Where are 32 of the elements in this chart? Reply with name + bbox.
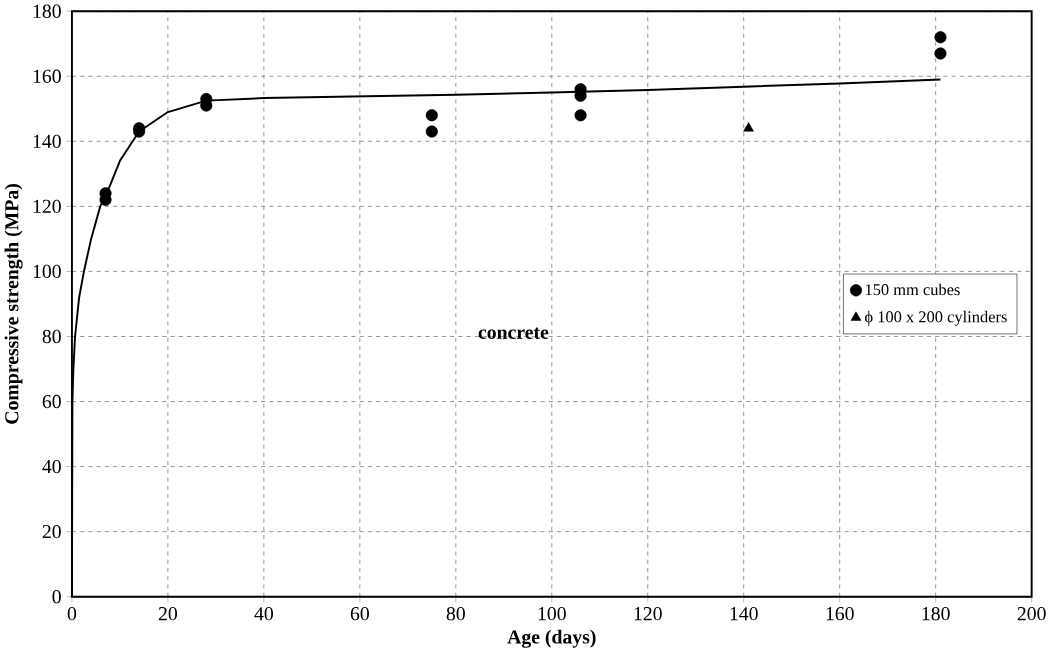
x-tick-label: 140 <box>730 606 758 621</box>
x-tick-label: 200 <box>1017 606 1046 621</box>
annotation: concrete <box>478 327 549 339</box>
y-tick-label: 40 <box>42 459 61 474</box>
point <box>574 109 587 122</box>
x-tick-label: 0 <box>67 606 77 621</box>
y-tick-label: 180 <box>33 4 61 18</box>
x-tick-label: 40 <box>254 606 273 621</box>
y-tick-label: 0 <box>52 589 61 604</box>
x-tick-label: 180 <box>922 606 950 621</box>
y-axis-title: Compressive strength (MPa) <box>4 183 23 424</box>
legend-label: ϕ 100 x 200 cylinders <box>865 310 1007 326</box>
point <box>425 109 438 122</box>
x-tick-label: 100 <box>538 606 566 621</box>
y-tick-label: 20 <box>42 524 61 539</box>
y-tick-label: 160 <box>33 69 61 83</box>
legend-label: 150 mm cubes <box>865 283 960 296</box>
x-tick-label: 60 <box>350 606 369 621</box>
point <box>743 122 754 132</box>
x-axis-title: Age (days) <box>507 629 596 648</box>
point <box>425 125 438 138</box>
x-tick-label: 20 <box>158 606 178 621</box>
x-tick-label: 120 <box>634 606 662 621</box>
y-tick-label: 60 <box>42 394 61 409</box>
y-tick-label: 120 <box>33 199 61 213</box>
point <box>934 47 947 60</box>
y-tick-label: 80 <box>42 329 61 343</box>
x-tick-label: 160 <box>826 606 854 621</box>
y-tick-label: 100 <box>33 264 61 278</box>
y-tick-label: 140 <box>33 134 61 148</box>
x-tick-label: 80 <box>446 606 465 621</box>
point <box>934 31 947 44</box>
